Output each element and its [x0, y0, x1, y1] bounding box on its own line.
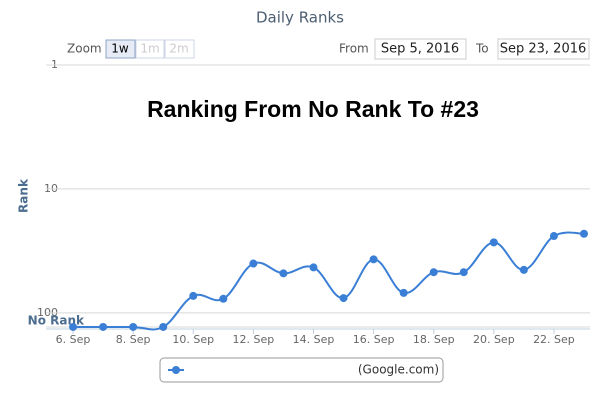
zoom-button[interactable]: 2m [169, 42, 188, 56]
annotation: Ranking From No Rank To #23 [147, 96, 479, 122]
x-tick-label: 18. Sep [413, 333, 455, 346]
from-label: From [339, 42, 369, 56]
x-tick-label: 20. Sep [473, 333, 515, 346]
y-axis-label: Rank [17, 178, 31, 213]
x-tick-label: 22. Sep [533, 333, 575, 346]
data-point [519, 265, 528, 274]
x-tick-label: 6. Sep [56, 333, 91, 346]
x-tick-label: 16. Sep [353, 333, 395, 346]
zoom-button-box[interactable] [105, 39, 136, 59]
data-point [399, 288, 408, 297]
x-tick-label: 8. Sep [116, 333, 151, 346]
to-date[interactable]: Sep 23, 2016 [500, 42, 587, 57]
zoom-button[interactable]: 1m [140, 42, 159, 56]
x-tick-label: 10. Sep [172, 333, 214, 346]
data-point [459, 268, 468, 277]
legend-label[interactable]: (Google.com) [358, 363, 439, 377]
from-date[interactable]: Sep 5, 2016 [381, 42, 459, 57]
data-point [309, 263, 318, 272]
data-point [249, 259, 258, 268]
data-point [279, 269, 288, 278]
legend-marker [172, 366, 180, 374]
data-point [99, 322, 108, 331]
series-line [73, 231, 585, 331]
x-tick-label: 14. Sep [293, 333, 335, 346]
data-point [189, 291, 198, 300]
data-point [339, 294, 348, 303]
to-input[interactable] [497, 38, 590, 60]
data-point [369, 255, 378, 264]
data-point [219, 294, 228, 303]
legend-box [159, 357, 444, 383]
zoom-button-box[interactable] [135, 39, 165, 59]
data-point [129, 322, 138, 331]
data-point [579, 229, 588, 238]
x-tick-label: 12. Sep [233, 333, 275, 346]
to-label: To [475, 42, 489, 56]
data-point [69, 322, 78, 331]
zoom-button[interactable]: 1w [111, 42, 129, 56]
from-input[interactable] [374, 38, 467, 60]
zoom-label: Zoom [67, 42, 102, 56]
data-point [159, 322, 168, 331]
data-point [489, 238, 498, 247]
data-point [549, 232, 558, 241]
chart-title: Daily Ranks [256, 9, 344, 27]
zoom-button-box[interactable] [164, 39, 195, 59]
data-point [429, 268, 438, 277]
